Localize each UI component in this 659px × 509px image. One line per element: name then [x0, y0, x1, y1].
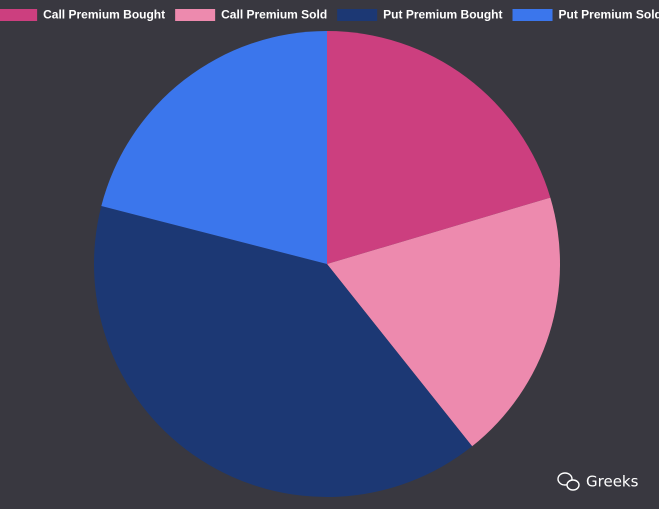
pie-slice: [101, 31, 327, 264]
pie-slice: [94, 206, 473, 497]
legend-swatch: [0, 9, 38, 21]
legend-swatch: [337, 9, 378, 21]
pie-slice: [327, 197, 560, 447]
watermark-icon: [557, 472, 580, 491]
legend-label: Call Premium Sold: [221, 8, 327, 22]
pie-slice: [327, 31, 551, 264]
legend-swatch: [512, 9, 553, 21]
legend-label: Call Premium Bought: [43, 8, 165, 22]
legend-label: Put Premium Bought: [383, 8, 502, 22]
legend: Call Premium Bought Call Premium Sold Put …: [0, 8, 659, 22]
watermark: Greeks: [586, 473, 639, 491]
legend-swatch: [175, 9, 216, 21]
legend-label: Put Premium Sold: [559, 8, 659, 22]
